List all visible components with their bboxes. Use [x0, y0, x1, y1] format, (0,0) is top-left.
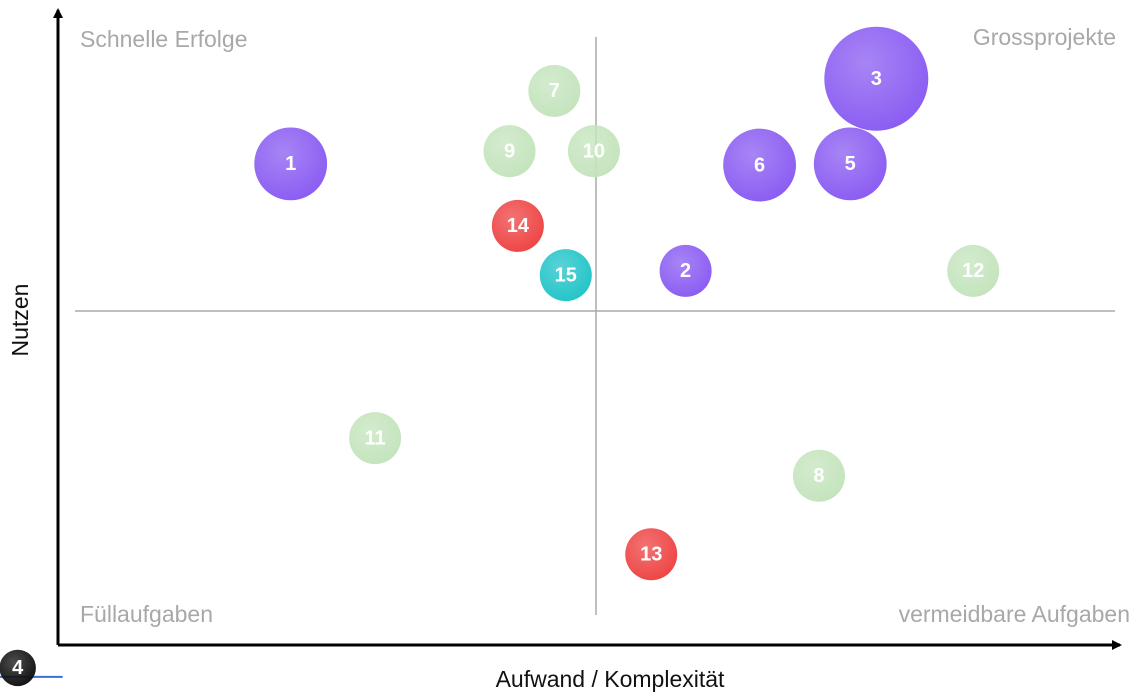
x-axis-label: Aufwand / Komplexität: [496, 666, 725, 692]
bubble-label: 11: [365, 427, 386, 449]
bubble: [483, 125, 536, 178]
bubble: [792, 449, 845, 502]
bubble-label: 5: [845, 153, 856, 175]
bubble: [528, 64, 581, 117]
bubble: [349, 412, 402, 465]
quadrant-label: Grossprojekte: [973, 24, 1116, 50]
bubble-label: 13: [640, 543, 662, 565]
bubble: [659, 244, 712, 297]
bubble: [0, 649, 36, 687]
bubble: [254, 127, 328, 201]
bubble-label: 8: [813, 465, 824, 487]
bubble: [824, 26, 929, 131]
bubble-label: 14: [507, 215, 530, 237]
bubble-label: 6: [754, 154, 765, 176]
bubble: [567, 125, 620, 178]
y-axis-label: Nutzen: [7, 284, 33, 357]
quadrant-label: Füllaufgaben: [80, 601, 213, 627]
bubble: [947, 244, 1000, 297]
bubble-label: 1: [285, 153, 296, 175]
bubble: [813, 127, 887, 201]
bubble: [491, 199, 544, 252]
bubble-label: 2: [680, 260, 691, 282]
bubble: [539, 249, 592, 302]
bubble: [723, 128, 796, 202]
quadrant-label: Schnelle Erfolge: [80, 26, 248, 52]
bubble-label: 10: [583, 140, 605, 162]
bubble-label: 15: [555, 264, 577, 286]
bubble-label: 12: [962, 260, 984, 282]
bubble-label: 4: [12, 657, 24, 679]
bubble-label: 3: [871, 68, 882, 90]
bubble-label: 9: [504, 140, 515, 162]
quadrant-label: vermeidbare Aufgaben: [899, 601, 1130, 627]
bubble-label: 7: [549, 80, 560, 102]
bubble: [625, 528, 678, 581]
